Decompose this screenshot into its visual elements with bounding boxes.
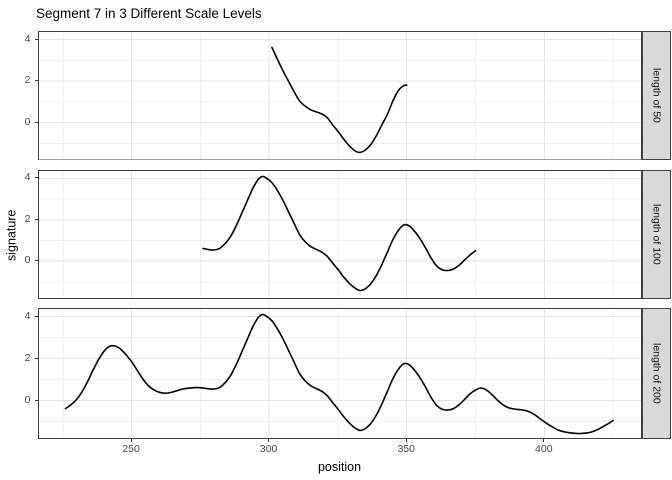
x-tick-label: 350: [397, 443, 415, 455]
y-tick-mark: [34, 80, 38, 81]
facet-panel-2: [37, 169, 642, 299]
panel-border: [37, 169, 642, 299]
x-tick-label: 300: [259, 443, 278, 455]
panel-background: [37, 169, 642, 299]
x-tick-mark: [405, 438, 407, 442]
y-tick-label: 0: [24, 393, 31, 406]
signature-line-3: [64, 313, 614, 434]
y-tick-label: 2: [24, 74, 31, 86]
y-tick-label: 0: [24, 115, 31, 128]
facet-panel-1: [37, 30, 642, 160]
y-tick-label: 4: [24, 309, 31, 322]
y-tick-label: 0: [24, 254, 31, 267]
y-tick-mark: [34, 357, 38, 359]
facet-plot-1: [37, 30, 642, 160]
x-tick-mark: [268, 438, 270, 442]
signature-line-1: [270, 46, 407, 153]
panel-background: [37, 30, 642, 160]
y-tick-label: 2: [24, 212, 31, 225]
panel-border: [37, 30, 642, 160]
panel-border: [37, 307, 642, 439]
y-tick-mark: [34, 177, 38, 179]
y-tick-mark: [34, 38, 38, 40]
facet-strip-label: length of 50: [650, 67, 663, 123]
y-tick-mark: [34, 399, 38, 401]
y-tick-mark: [34, 121, 38, 123]
facet-strip-label: length of 100: [650, 203, 663, 265]
chart-title: Segment 7 in 3 Different Scale Levels: [36, 6, 262, 21]
y-tick-mark: [34, 315, 38, 317]
x-tick-mark: [543, 438, 545, 442]
facet-strip-label: length of 200: [650, 342, 663, 404]
facet-strip-2: length of 100: [642, 169, 671, 299]
facet-plot-2: [37, 169, 642, 299]
facet-plot-3: [37, 307, 642, 439]
facet-panel-3: [37, 307, 642, 439]
y-tick-label: 4: [24, 171, 31, 184]
y-tick-mark: [34, 260, 38, 262]
y-tick-label: 2: [24, 351, 31, 364]
x-axis-title: position: [317, 460, 362, 474]
y-tick-mark: [34, 218, 38, 220]
panel-background: [37, 307, 642, 439]
signature-line-2: [201, 175, 476, 291]
x-tick-label: 250: [122, 443, 140, 455]
y-tick-label: 4: [24, 32, 31, 45]
x-tick-label: 400: [535, 443, 553, 455]
x-tick-mark: [130, 438, 132, 442]
facet-strip-1: length of 50: [642, 30, 671, 160]
facet-strip-3: length of 200: [642, 307, 671, 439]
